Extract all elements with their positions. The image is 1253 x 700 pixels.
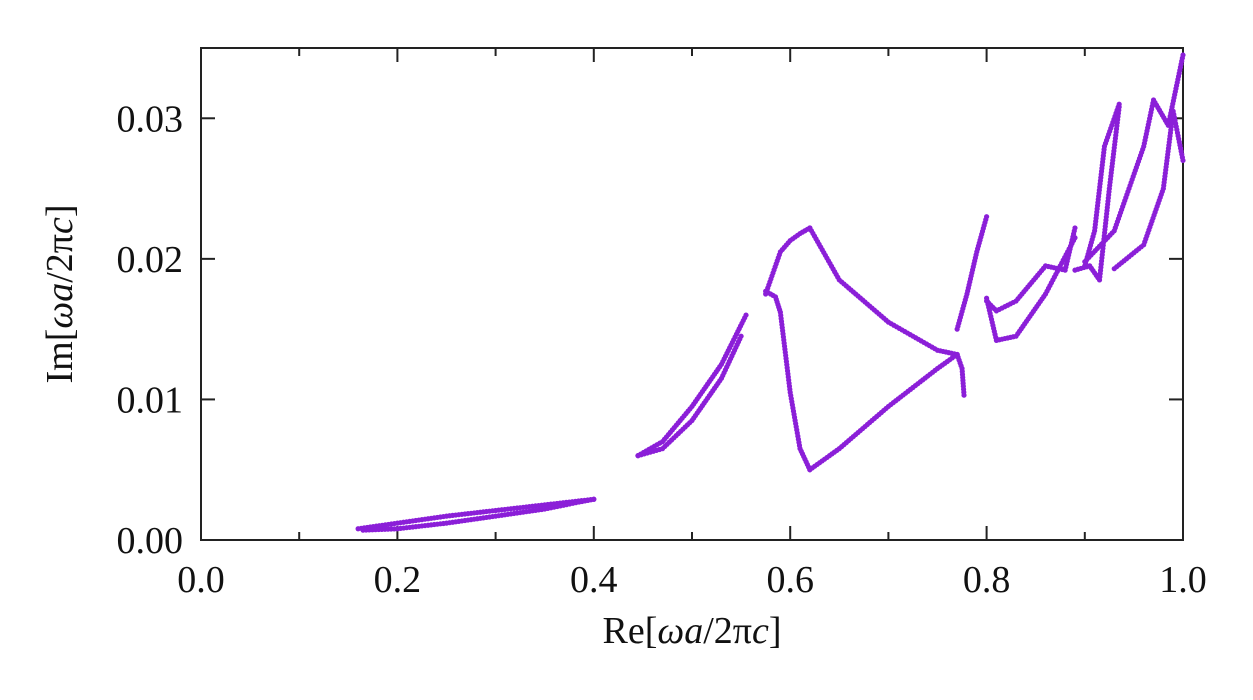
- y-tick-label: 0.02: [117, 239, 184, 281]
- data-point: [743, 312, 749, 318]
- data-point: [1180, 157, 1186, 164]
- data-point: [738, 333, 744, 339]
- data-points: [355, 52, 1186, 533]
- x-tick-labels: 0.0 0.2 0.4 0.6 0.8 1.0: [177, 559, 1207, 601]
- x-tick-label: 1.0: [1159, 559, 1207, 601]
- y-tick-label: 0.00: [117, 520, 184, 562]
- x-tick-label: 0.2: [374, 559, 422, 601]
- data-point: [1116, 101, 1122, 107]
- plot-frame: [200, 47, 1184, 541]
- data-point: [984, 214, 990, 220]
- x-tick-label: 0.4: [570, 559, 618, 601]
- data-point: [591, 496, 597, 502]
- data-point: [961, 392, 967, 398]
- y-tick-label: 0.01: [117, 379, 184, 421]
- x-tick-label: 0.8: [963, 559, 1011, 601]
- x-tick-label: 0.0: [177, 559, 225, 601]
- x-tick-label: 0.6: [766, 559, 814, 601]
- y-tick-label: 0.03: [117, 98, 184, 140]
- axis-ticks: [200, 48, 1184, 541]
- y-tick-labels: 0.00 0.01 0.02 0.03: [117, 98, 184, 562]
- y-axis-label: Im[ωa/2πc]: [39, 205, 81, 384]
- data-point: [1072, 225, 1078, 231]
- x-axis-label: Re[ωa/2πc]: [603, 610, 782, 652]
- data-point: [1180, 52, 1186, 58]
